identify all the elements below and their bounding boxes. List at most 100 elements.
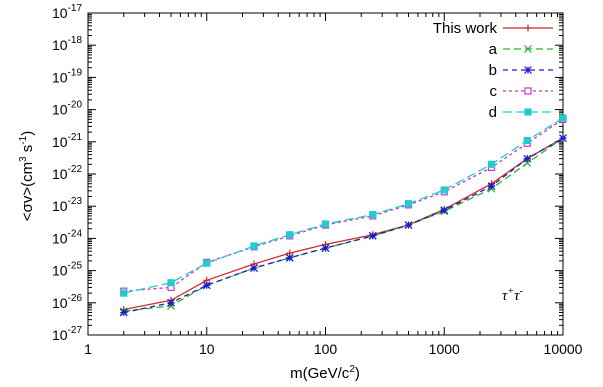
annotation-tau-1: τ [502,288,508,304]
data-point [321,244,330,253]
marker-square [559,114,567,122]
y-tick-label: 10-17 [52,3,82,21]
y-tick-label: 10-21 [52,132,82,150]
data-point [167,279,175,287]
y-axis-title-tail: ) [19,131,36,136]
data-point [120,289,128,297]
data-point [404,221,413,229]
marker-square [440,186,448,194]
y-axis-title-mid: s [19,145,36,157]
legend-label: This work [433,20,498,37]
x-tick-label: 10000 [544,341,583,357]
legend-item: d [489,104,553,121]
y-tick-label: 10-27 [52,325,82,343]
data-point [250,264,258,272]
annotation-sup-minus: - [520,286,523,297]
x-axis-title-main: m(GeV/c [290,365,350,382]
marker-square [487,160,496,168]
data-point [404,200,413,208]
legend-item: c [490,83,553,100]
data-point [440,186,448,194]
marker-stroke [250,264,258,272]
marker-square [523,136,531,145]
series-5 [120,114,567,297]
data-point [250,242,258,250]
data-point [119,308,128,317]
data-point [202,281,211,290]
data-point [487,160,496,168]
annotation-tau-2: τ [514,288,520,304]
data-point [559,114,567,122]
y-tick-label: 10-26 [52,293,82,311]
legend-item: b [489,62,553,79]
y-tick-label: 10-25 [52,261,82,279]
marker-stroke [368,231,377,240]
y-axis-title-superscript-1: 3 [18,156,29,162]
data-point [524,87,532,95]
y-tick-label: 10-18 [52,35,82,53]
marker-stroke [524,66,532,74]
data-point [524,24,532,32]
y-tick-label: 10-22 [52,164,82,182]
data-point [524,108,532,116]
data-point [523,136,531,145]
marker-square [404,200,413,208]
data-point [487,182,496,191]
legend-item: This work [433,20,553,37]
marker-square [286,231,294,239]
marker-stroke [202,281,211,290]
data-point [369,210,377,219]
marker-stroke [440,206,449,215]
y-axis-ticks: 10-17 10-18 10-19 10-20 10-21 10-22 10-23 10-24… [52,3,563,343]
marker-stroke [167,298,175,307]
y-tick-label: 10-20 [52,100,82,118]
marker-square [321,220,330,228]
x-tick-label: 1 [84,341,92,357]
marker-stroke [321,244,330,253]
marker-square [203,259,211,267]
x-axis-title-superscript: 2 [349,364,355,375]
marker-stroke [119,308,128,317]
annotation-sup-plus: + [507,286,514,297]
x-tick-label: 1000 [429,341,460,357]
marker-stroke [523,154,532,163]
data-point [285,253,294,262]
data-point [559,134,567,143]
marker-square [120,289,128,297]
y-axis-title-main: <σv>(cm [19,162,36,221]
x-axis-title: m(GeV/c2) [290,364,360,382]
marker-stroke [404,221,413,229]
marker-square [250,242,258,250]
series-line [123,137,564,314]
marker-stroke [487,182,496,191]
x-tick-label: 100 [314,341,338,357]
legend-label: a [489,41,498,58]
series-layer [119,114,567,317]
marker-square [524,108,532,116]
marker-square [167,279,175,287]
data-point [203,259,211,267]
data-point [167,298,175,307]
y-axis-title: <σv>(cm3 s-1) [18,131,36,221]
data-point [440,206,449,215]
legend-label: d [489,104,497,121]
series-line [123,117,564,294]
series-line [123,137,564,311]
y-tick-label: 10-19 [52,67,82,85]
marker-stroke [559,134,567,143]
data-point [286,231,294,239]
x-tick-label: 10 [199,341,215,357]
data-point [524,45,532,53]
y-tick-label: 10-24 [52,228,82,246]
data-point [321,220,330,228]
marker-square [524,87,532,95]
x-axis-ticks: 1 10 100 1000 10000 [84,13,583,357]
marker-stroke [524,45,532,53]
series-3 [119,134,567,317]
legend-item: a [489,41,553,58]
marker-stroke [285,253,294,262]
x-axis-title-tail: ) [355,365,360,382]
